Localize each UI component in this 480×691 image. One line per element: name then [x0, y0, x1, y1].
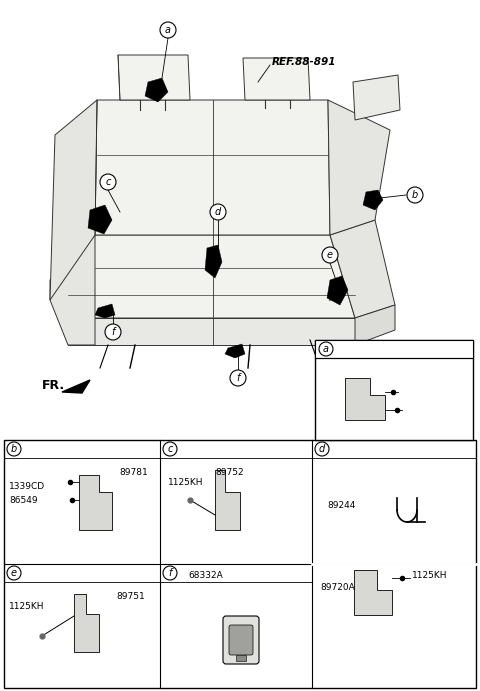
Polygon shape: [330, 220, 395, 318]
Circle shape: [230, 370, 246, 386]
Text: 89751: 89751: [116, 592, 145, 601]
Circle shape: [7, 442, 21, 456]
Polygon shape: [88, 205, 112, 234]
Bar: [4, 440, 476, 688]
Text: e: e: [327, 250, 333, 260]
Text: f: f: [111, 327, 115, 337]
Text: 1125KH: 1125KH: [9, 602, 45, 611]
Polygon shape: [328, 100, 390, 235]
Text: 1125KH: 1125KH: [412, 571, 447, 580]
Text: 89720A: 89720A: [320, 583, 355, 592]
Circle shape: [322, 247, 338, 263]
Polygon shape: [243, 58, 310, 100]
Polygon shape: [354, 570, 392, 615]
Polygon shape: [355, 305, 395, 345]
Polygon shape: [79, 475, 112, 530]
Text: b: b: [412, 190, 418, 200]
Polygon shape: [145, 78, 168, 102]
Circle shape: [210, 204, 226, 220]
Text: 1339CD: 1339CD: [9, 482, 45, 491]
Text: 89752: 89752: [215, 468, 244, 477]
Text: REF.88-891: REF.88-891: [272, 57, 336, 67]
Text: a: a: [165, 25, 171, 35]
Circle shape: [319, 342, 333, 356]
Text: 89781: 89781: [119, 468, 148, 477]
Text: 1125KH: 1125KH: [168, 478, 204, 487]
Text: 89244: 89244: [327, 500, 355, 509]
Bar: [236, 655, 246, 661]
Polygon shape: [225, 344, 245, 358]
Circle shape: [407, 187, 423, 203]
Polygon shape: [327, 276, 348, 305]
FancyBboxPatch shape: [229, 625, 253, 655]
Circle shape: [163, 442, 177, 456]
Polygon shape: [363, 190, 383, 210]
Circle shape: [163, 566, 177, 580]
Polygon shape: [353, 75, 400, 120]
Polygon shape: [205, 245, 222, 278]
Polygon shape: [215, 470, 240, 530]
Circle shape: [315, 442, 329, 456]
Circle shape: [105, 324, 121, 340]
Polygon shape: [95, 304, 115, 318]
Text: d: d: [215, 207, 221, 217]
Text: b: b: [11, 444, 17, 454]
Text: 1339CD: 1339CD: [400, 390, 436, 399]
Text: f: f: [236, 373, 240, 383]
Text: 89782: 89782: [323, 368, 352, 377]
Bar: [315, 340, 473, 440]
Text: a: a: [323, 344, 329, 354]
Text: e: e: [11, 568, 17, 578]
Text: 86549: 86549: [403, 408, 432, 417]
Polygon shape: [345, 378, 385, 420]
Text: 68332A: 68332A: [188, 571, 223, 580]
Circle shape: [7, 566, 21, 580]
Text: c: c: [105, 177, 111, 187]
Polygon shape: [95, 100, 330, 235]
Polygon shape: [50, 235, 95, 345]
FancyBboxPatch shape: [223, 616, 259, 664]
Bar: [315, 340, 473, 358]
Polygon shape: [68, 318, 355, 345]
Polygon shape: [50, 100, 97, 300]
Text: f: f: [168, 568, 172, 578]
Text: d: d: [319, 444, 325, 454]
Text: 86549: 86549: [9, 496, 37, 505]
Polygon shape: [118, 55, 190, 100]
Polygon shape: [68, 235, 355, 318]
Polygon shape: [62, 380, 90, 393]
Polygon shape: [74, 594, 99, 652]
Text: FR.: FR.: [42, 379, 65, 392]
Circle shape: [100, 174, 116, 190]
Circle shape: [160, 22, 176, 38]
Text: c: c: [168, 444, 173, 454]
